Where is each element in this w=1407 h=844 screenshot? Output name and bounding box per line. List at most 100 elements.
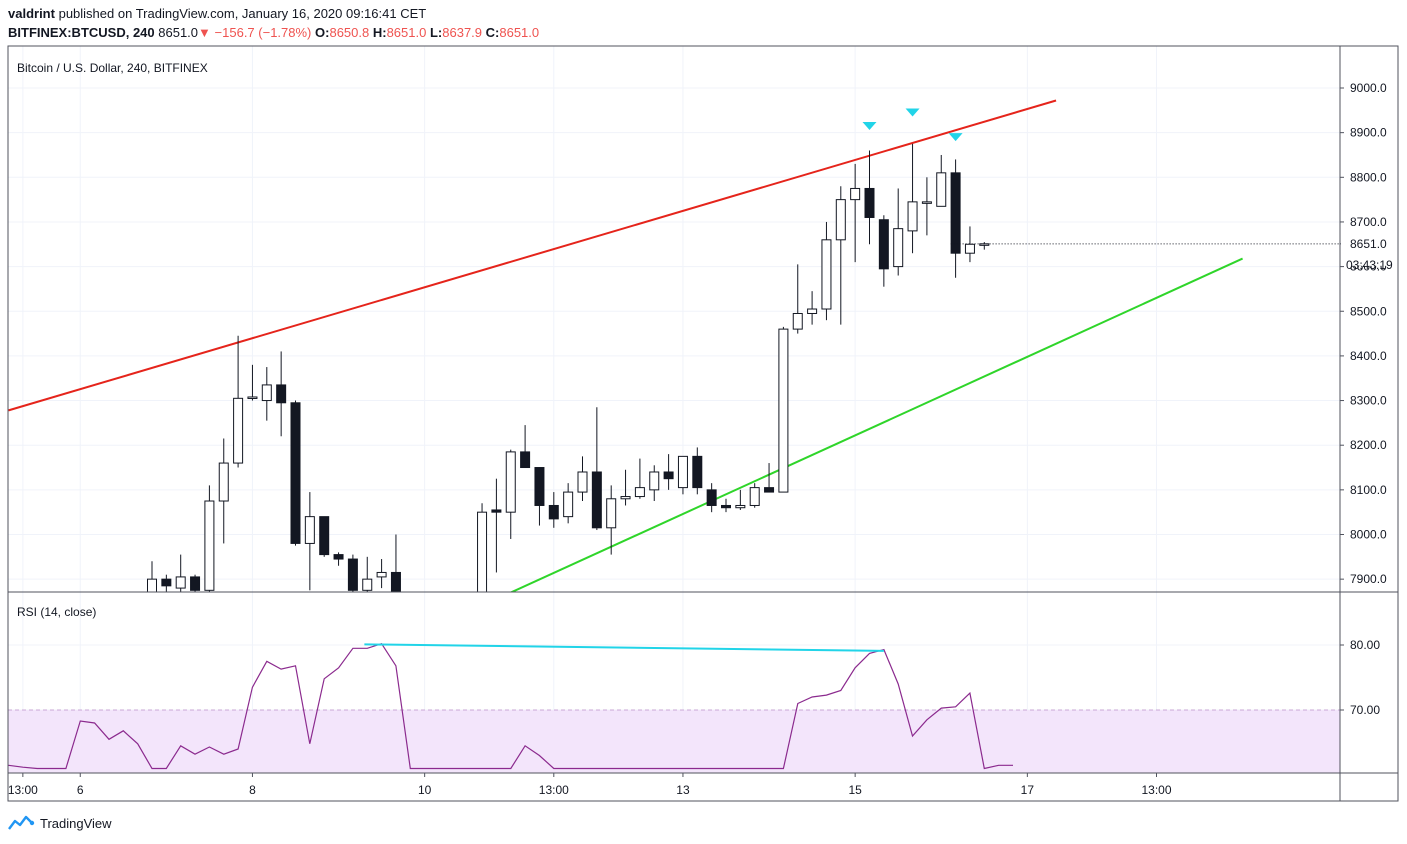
candle-body	[304, 516, 315, 544]
candle-body	[261, 384, 272, 402]
candle-body	[878, 219, 889, 270]
tradingview-logo[interactable]: TradingView	[8, 815, 112, 831]
candle-body	[821, 239, 832, 310]
candle-body	[864, 187, 875, 218]
low-label: L:	[429, 25, 443, 40]
candle-body	[491, 509, 502, 513]
candle-body	[204, 500, 215, 591]
price-tick-label: 9000.0	[1350, 81, 1387, 95]
candle-body	[175, 576, 186, 589]
rsi-overbought-band	[8, 710, 1340, 773]
rsi-divergence-line	[364, 643, 884, 652]
support-trendline	[510, 257, 1244, 592]
candle-body	[649, 471, 660, 491]
time-tick-label: 10	[418, 783, 432, 797]
resistance-trendline	[8, 99, 1057, 412]
publish-info: valdrint published on TradingView.com, J…	[8, 6, 426, 21]
last-price-label: 8651.0	[1350, 237, 1387, 251]
candle-body	[161, 578, 172, 587]
close-value: 8651.0	[499, 25, 540, 40]
trendlines[interactable]	[8, 99, 1244, 593]
high-label: H:	[372, 25, 387, 40]
candle-body	[749, 487, 760, 506]
price-axis[interactable]: 9000.08900.08800.08700.08600.08500.08400…	[1340, 81, 1397, 586]
candle-body	[936, 172, 947, 207]
rsi-line	[8, 642, 1013, 770]
candle-body	[807, 308, 818, 314]
last-price: 8651.0	[158, 25, 199, 40]
candle-body	[706, 489, 717, 506]
candle-body	[950, 172, 961, 254]
candle-body	[534, 467, 545, 506]
time-axis[interactable]: 13:00 6 8 10 13:00 13 15 17 13:00	[8, 773, 1172, 797]
candle-body	[247, 396, 258, 399]
candle-body	[233, 397, 244, 464]
chart-frame	[7, 45, 1399, 802]
price-tick-label: 8500.0	[1350, 304, 1387, 318]
low-value: 8637.9	[442, 25, 483, 40]
close-label: C:	[485, 25, 500, 40]
rsi-series	[8, 642, 1013, 770]
candle-body	[276, 384, 287, 404]
candle-body	[347, 558, 358, 591]
candle-body	[520, 451, 531, 469]
tradingview-logo-icon	[8, 815, 35, 830]
candle-body	[606, 498, 617, 529]
candle-body	[835, 199, 846, 241]
price-tick-label: 8800.0	[1350, 170, 1387, 184]
candle-body	[390, 571, 401, 592]
price-tick-label: 8000.0	[1350, 528, 1387, 542]
open-value: 8650.8	[329, 25, 370, 40]
candle-body	[692, 455, 703, 489]
candle-body	[964, 243, 975, 254]
publish-text: published on TradingView.com, January 16…	[58, 6, 427, 21]
candle-body	[362, 578, 373, 591]
candle-body	[591, 471, 602, 529]
ohlc-legend: BITFINEX:BTCUSD, 240 8651.0▼ −156.7 (−1.…	[8, 25, 539, 40]
candle-body	[577, 471, 588, 493]
time-tick-label: 13:00	[539, 783, 569, 797]
price-tick-label: 8200.0	[1350, 438, 1387, 452]
outer-frame	[7, 45, 1399, 802]
candle-body	[677, 455, 688, 489]
price-tick-label: 8100.0	[1350, 483, 1387, 497]
candle-body	[319, 516, 330, 556]
candle-body	[290, 402, 301, 544]
time-tick-label: 6	[77, 783, 84, 797]
candle-body	[721, 504, 731, 509]
candle-body	[663, 471, 674, 480]
grid-lines	[8, 46, 1340, 773]
high-value: 8651.0	[386, 25, 427, 40]
candle-body	[563, 491, 574, 518]
candles	[147, 143, 1340, 592]
time-tick-label: 15	[848, 783, 862, 797]
last-price-label-bg	[1341, 234, 1397, 266]
candle-body	[333, 554, 344, 560]
time-tick-label: 8	[249, 783, 256, 797]
candle-body	[548, 504, 559, 520]
price-tick-label: 8400.0	[1350, 349, 1387, 363]
candle-body	[764, 487, 775, 493]
price-change: −156.7 (−1.78%)	[214, 25, 312, 40]
price-tick-label: 8900.0	[1350, 126, 1387, 140]
price-tick-label: 7900.0	[1350, 572, 1387, 586]
rsi-axis[interactable]: 80.00 70.00	[1340, 638, 1380, 717]
candle-body	[190, 576, 201, 591]
down-arrow-icon: ▼	[198, 25, 211, 40]
top-marker-icon	[862, 121, 877, 130]
candle-body	[893, 228, 904, 268]
symbol-label: BITFINEX:BTCUSD, 240	[8, 25, 155, 40]
candle-body	[735, 504, 746, 509]
open-label: O:	[315, 25, 330, 40]
price-tick-label: 8700.0	[1350, 215, 1387, 229]
candle-body	[218, 462, 229, 502]
time-tick-label: 13:00	[1141, 783, 1171, 797]
candle-body	[850, 187, 861, 201]
candle-body	[634, 487, 645, 498]
candle-body	[477, 511, 488, 592]
top-marker-icon	[948, 133, 963, 142]
candle-body	[505, 451, 516, 513]
candle-body	[907, 201, 918, 232]
time-tick-label: 13:00	[8, 783, 38, 797]
